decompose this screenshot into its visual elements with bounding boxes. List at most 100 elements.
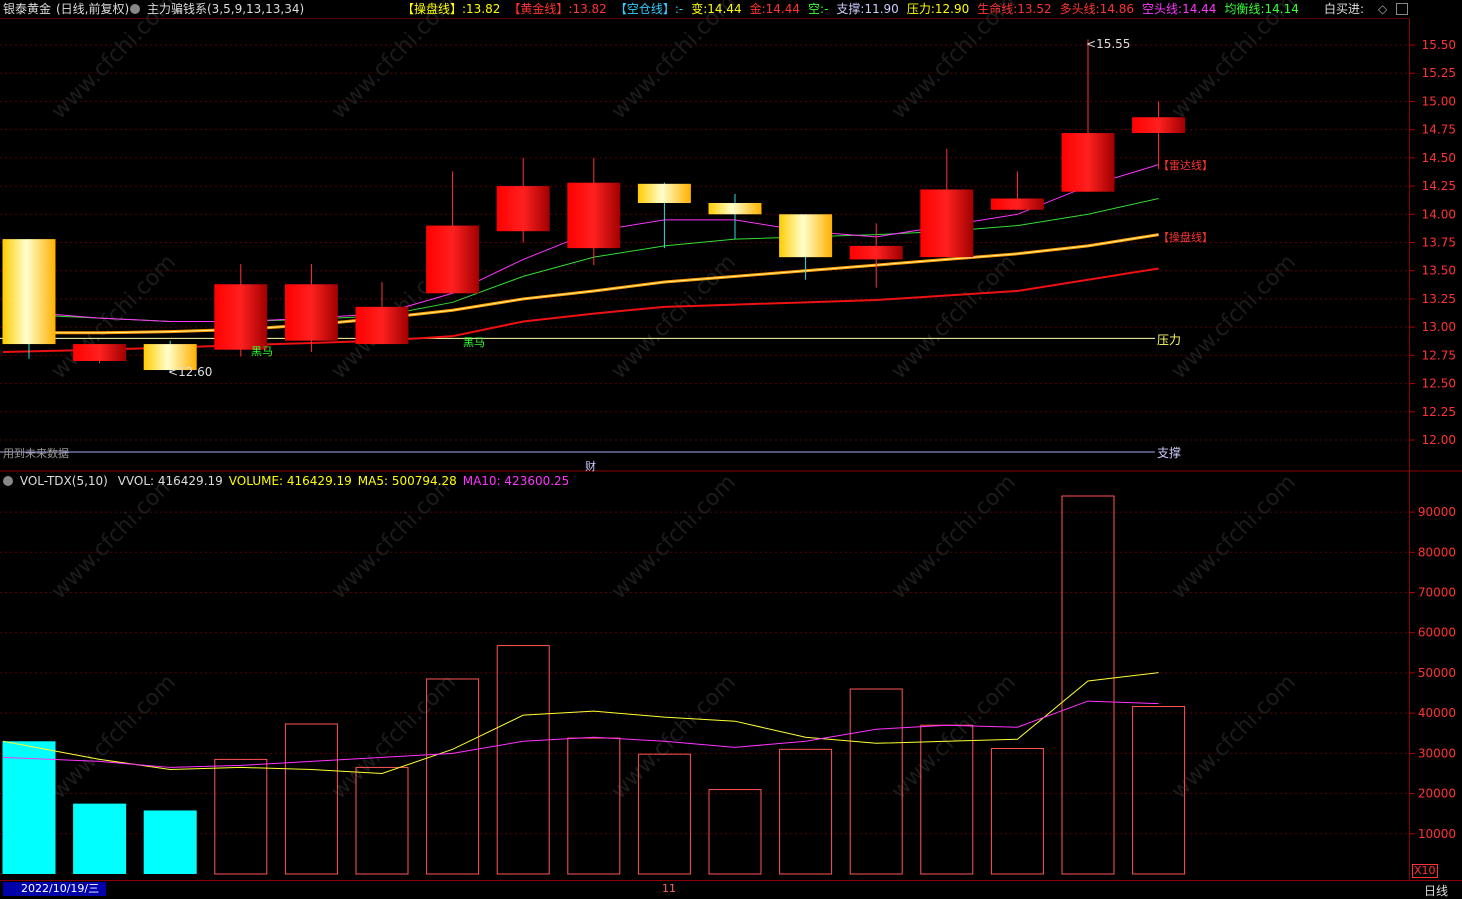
watermark-text: www.cfchi.com: [327, 670, 461, 804]
watermark-text: www.cfchi.com: [887, 250, 1021, 384]
indicator-value-label: 支撑:: [836, 2, 865, 16]
candle-body[interactable]: [1061, 133, 1115, 192]
volume-tick-label: 40000: [1418, 706, 1456, 720]
watermark-text: www.cfchi.com: [607, 470, 741, 604]
price-tick-label: 15.00: [1422, 94, 1456, 108]
pressure-label: 压力: [1157, 333, 1182, 347]
price-tick-label: 12.25: [1422, 405, 1456, 419]
indicator-value-item: 【黄金线】:13.82: [508, 2, 606, 16]
radar-line-label: 【雷达线】: [1158, 159, 1213, 172]
price-tick-label: 14.50: [1422, 151, 1456, 165]
future-data-warning: 用到未来数据: [3, 447, 69, 460]
candle-body[interactable]: [779, 214, 833, 258]
candle-body[interactable]: [2, 239, 56, 345]
price-tick-label: 14.75: [1422, 123, 1456, 137]
chart-header: 银泰黄金 (日线,前复权) 主力骗钱系(3,5,9,13,13,34) 【操盘线…: [0, 0, 1462, 18]
candle-body[interactable]: [1132, 117, 1186, 134]
volume-tick-label: 60000: [1418, 626, 1456, 640]
candle-body[interactable]: [637, 183, 691, 203]
indicator-value-item: 【操盘线】:13.82: [402, 2, 500, 16]
volume-ma5-line: [2, 672, 1159, 774]
candle-body[interactable]: [73, 344, 127, 361]
volume-bar[interactable]: [143, 810, 197, 874]
volume-bar[interactable]: [284, 723, 338, 875]
candle-body[interactable]: [355, 306, 409, 345]
volume-bar[interactable]: [214, 758, 268, 875]
indicator-value-label: 【黄金线】:: [508, 2, 573, 16]
volume-tick-label: 30000: [1418, 746, 1456, 760]
volume-bar[interactable]: [849, 688, 903, 875]
candle-body[interactable]: [849, 245, 903, 260]
volume-bar[interactable]: [426, 678, 480, 875]
indicator-value-item: 空:-: [808, 2, 828, 16]
indicator-value-number: 13.52: [1017, 2, 1052, 16]
candle-body[interactable]: [426, 225, 480, 294]
volume-toggle-icon[interactable]: [3, 476, 13, 486]
candle-body[interactable]: [708, 203, 762, 215]
indicator-value-item: 空头线:14.44: [1142, 2, 1216, 16]
low-price-label: <12.60: [168, 365, 213, 379]
indicator-value-label: 【操盘线】:: [402, 2, 467, 16]
candle-body[interactable]: [284, 284, 338, 341]
candle-body[interactable]: [990, 198, 1044, 210]
indicator-value-label: 变:: [691, 2, 708, 16]
stock-name[interactable]: 银泰黄金: [3, 2, 52, 16]
price-tick-label: 12.50: [1422, 377, 1456, 391]
indicator-value-number: 14.44: [707, 2, 742, 16]
volume-bar[interactable]: [496, 645, 550, 875]
candle-body[interactable]: [496, 186, 550, 232]
volume-bar[interactable]: [990, 748, 1044, 875]
volume-value-item: VOLUME: 416429.19: [228, 474, 352, 488]
trade-line-label: 【操盘线】: [1158, 231, 1213, 244]
volume-bar[interactable]: [637, 753, 691, 875]
indicator-toggle-icon[interactable]: [130, 4, 140, 14]
price-tick-label: 13.50: [1422, 264, 1456, 278]
price-tick-label: 13.75: [1422, 236, 1456, 250]
indicator-name[interactable]: 主力骗钱系(3,5,9,13,13,34): [147, 2, 305, 16]
volume-bar[interactable]: [708, 789, 762, 875]
indicator-value-number: 11.90: [864, 2, 899, 16]
chart-frame: [0, 18, 1462, 881]
volume-value-item: MA10: 423600.25: [462, 474, 570, 488]
indicator-value-number: 13.82: [466, 2, 501, 16]
price-tick-label: 13.25: [1422, 292, 1456, 306]
volume-bar[interactable]: [779, 748, 833, 875]
candle-body[interactable]: [143, 344, 197, 371]
candle-body[interactable]: [567, 182, 621, 249]
volume-bar[interactable]: [73, 803, 127, 874]
volume-value-item: MA5: 500794.28: [357, 474, 457, 488]
candle-body[interactable]: [214, 284, 268, 350]
diamond-icon[interactable]: ◇: [1378, 2, 1388, 16]
price-tick-label: 14.25: [1422, 179, 1456, 193]
watermark-text: www.cfchi.com: [1167, 670, 1301, 804]
indicator-value-number: 14.14: [1264, 2, 1299, 16]
volume-indicator-name[interactable]: VOL-TDX(5,10): [19, 474, 108, 488]
volume-bar[interactable]: [567, 737, 621, 875]
indicator-value-item: 变:14.44: [691, 2, 741, 16]
volume-tick-label: 20000: [1418, 787, 1456, 801]
finance-marker[interactable]: 财: [585, 460, 596, 473]
indicator-value-number: -: [678, 2, 684, 16]
indicator-value-number: 14.44: [1182, 2, 1217, 16]
expand-icon[interactable]: [1396, 3, 1408, 15]
watermark-text: www.cfchi.com: [887, 670, 1021, 804]
volume-tick-label: 50000: [1418, 666, 1456, 680]
candle-body[interactable]: [920, 189, 974, 258]
price-tick-label: 14.00: [1422, 207, 1456, 221]
volume-bar[interactable]: [1061, 495, 1115, 875]
volume-bar[interactable]: [2, 741, 56, 874]
indicator-value-label: 生命线:: [977, 2, 1018, 16]
indicator-value-item: 多头线:14.86: [1060, 2, 1134, 16]
volume-tick-label: 70000: [1418, 586, 1456, 600]
volume-bar[interactable]: [355, 766, 409, 875]
period-label: (日线,前复权): [56, 2, 130, 16]
indicator-value-label: 压力:: [906, 2, 935, 16]
price-tick-label: 12.75: [1422, 348, 1456, 362]
price-tick-label: 12.00: [1422, 433, 1456, 447]
volume-tick-label: 80000: [1418, 545, 1456, 559]
volume-tick-label: 10000: [1418, 827, 1456, 841]
period-button[interactable]: 日线: [1424, 884, 1449, 898]
volume-bar[interactable]: [1132, 706, 1186, 875]
watermark-group: www.cfchi.com www.cfchi.com www.cfchi.com w…: [47, 0, 1301, 804]
